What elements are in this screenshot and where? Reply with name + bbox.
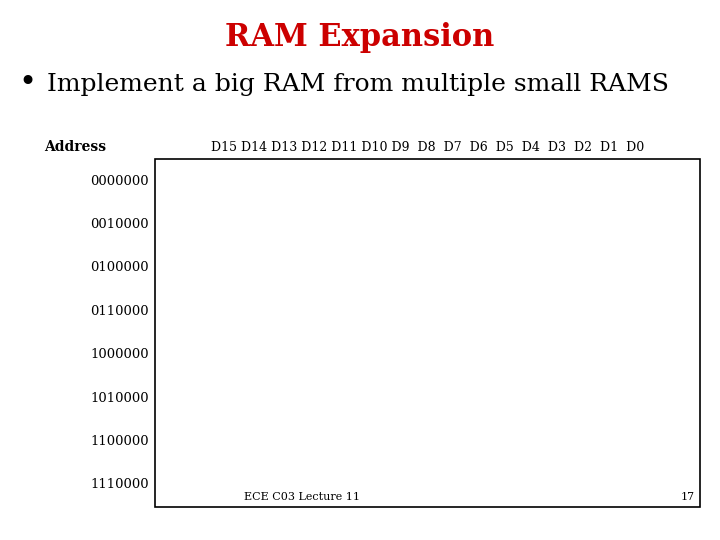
Text: 0110000: 0110000 [91,305,149,318]
Text: D15 D14 D13 D12 D11 D10 D9  D8  D7  D6  D5  D4  D3  D2  D1  D0: D15 D14 D13 D12 D11 D10 D9 D8 D7 D6 D5 D… [211,141,644,154]
Text: 17: 17 [680,492,695,502]
Text: Address: Address [45,140,107,154]
Bar [155,159,700,507]
Text: 0010000: 0010000 [91,218,149,231]
Text: RAM Expansion: RAM Expansion [225,22,495,53]
Text: Implement a big RAM from multiple small RAMS: Implement a big RAM from multiple small … [47,73,669,96]
Text: 1110000: 1110000 [91,478,149,491]
Text: 1010000: 1010000 [91,392,149,404]
Text: 1100000: 1100000 [91,435,149,448]
Text: 0100000: 0100000 [91,261,149,274]
Text: 1000000: 1000000 [91,348,149,361]
Text: •: • [18,68,36,99]
Text: 0000000: 0000000 [91,174,149,187]
Text: ECE C03 Lecture 11: ECE C03 Lecture 11 [244,492,361,502]
